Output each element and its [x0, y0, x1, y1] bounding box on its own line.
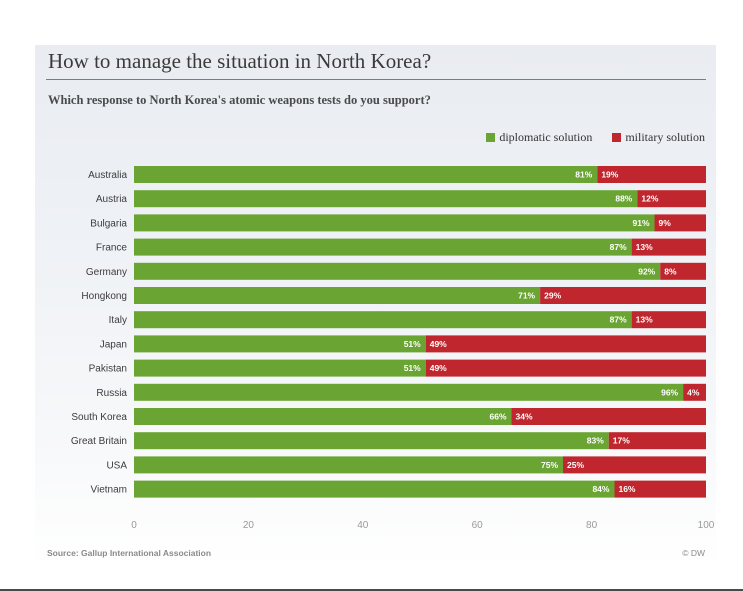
legend-item-military: military solution — [612, 130, 705, 145]
data-label-military-germany: 8% — [664, 266, 677, 276]
data-label-diplomatic-south-korea: 66% — [490, 412, 507, 422]
data-label-diplomatic-usa: 75% — [541, 460, 558, 470]
category-label-germany: Germany — [86, 267, 127, 278]
bar-diplomatic-germany — [134, 262, 661, 280]
data-label-diplomatic-france: 87% — [610, 242, 627, 252]
x-tick-label-20: 20 — [243, 520, 255, 531]
dw-credit: © DW — [682, 548, 705, 558]
category-label-australia: Australia — [88, 170, 127, 181]
bar-diplomatic-hongkong — [134, 287, 541, 304]
data-label-military-italy: 13% — [636, 315, 653, 325]
bar-military-austria — [637, 190, 706, 208]
category-label-italy: Italy — [109, 315, 127, 326]
title-divider — [46, 79, 706, 80]
bar-diplomatic-pakistan — [134, 359, 426, 377]
bar-diplomatic-italy — [134, 311, 632, 329]
bar-diplomatic-australia — [134, 166, 598, 183]
bar-diplomatic-france — [134, 238, 632, 256]
bar-military-hongkong — [540, 287, 706, 304]
chart-title: How to manage the situation in North Kor… — [48, 49, 432, 73]
data-label-diplomatic-japan: 51% — [404, 339, 421, 349]
bar-military-germany — [660, 262, 706, 280]
category-label-japan: Japan — [100, 339, 127, 350]
bar-military-pakistan — [425, 359, 706, 377]
bar-diplomatic-usa — [134, 456, 563, 474]
data-label-military-great-britain: 17% — [613, 436, 630, 446]
legend-label-military: military solution — [625, 130, 705, 144]
legend-swatch-military — [612, 133, 622, 142]
bar-military-japan — [425, 335, 706, 353]
legend-swatch-diplomatic — [486, 133, 496, 142]
bar-military-usa — [563, 456, 706, 474]
data-label-military-australia: 19% — [601, 170, 618, 180]
legend-item-diplomatic: diplomatic solution — [486, 130, 592, 145]
data-label-military-usa: 25% — [567, 460, 584, 470]
data-label-diplomatic-australia: 81% — [575, 170, 592, 180]
data-label-military-vietnam: 16% — [618, 484, 635, 494]
source-note: Source: Gallup International Association — [47, 548, 212, 558]
bar-military-italy — [631, 311, 706, 329]
data-label-military-france: 13% — [636, 242, 653, 252]
category-label-pakistan: Pakistan — [89, 364, 127, 375]
bar-military-bulgaria — [654, 214, 706, 232]
bar-military-australia — [597, 166, 706, 183]
data-label-military-austria: 12% — [641, 194, 658, 204]
data-label-military-south-korea: 34% — [516, 412, 533, 422]
bar-diplomatic-great-britain — [134, 432, 609, 450]
bar-military-russia — [683, 383, 706, 401]
category-label-vietnam: Vietnam — [90, 485, 127, 496]
data-label-military-bulgaria: 9% — [659, 218, 672, 228]
category-label-south-korea: South Korea — [71, 412, 127, 423]
bar-military-great-britain — [608, 432, 706, 450]
category-label-great-britain: Great Britain — [71, 436, 127, 447]
data-label-diplomatic-bulgaria: 91% — [633, 218, 650, 228]
bar-military-france — [631, 238, 706, 256]
data-label-diplomatic-hongkong: 71% — [518, 291, 535, 301]
bottom-border — [0, 589, 743, 591]
category-label-france: France — [96, 243, 128, 254]
bar-military-vietnam — [614, 480, 706, 498]
chart-subtitle: Which response to North Korea's atomic w… — [48, 93, 431, 107]
data-label-military-pakistan: 49% — [430, 363, 447, 373]
legend-label-diplomatic: diplomatic solution — [499, 130, 593, 144]
category-label-hongkong: Hongkong — [81, 291, 127, 302]
bar-military-south-korea — [511, 408, 706, 425]
bar-diplomatic-south-korea — [134, 408, 512, 425]
x-tick-label-80: 80 — [586, 520, 598, 531]
x-tick-label-60: 60 — [472, 520, 484, 531]
bar-diplomatic-vietnam — [134, 480, 615, 498]
category-label-bulgaria: Bulgaria — [90, 218, 127, 229]
data-label-diplomatic-germany: 92% — [638, 266, 655, 276]
data-label-diplomatic-russia: 96% — [661, 387, 678, 397]
x-tick-label-0: 0 — [131, 520, 137, 531]
bar-diplomatic-russia — [134, 383, 684, 401]
data-label-military-russia: 4% — [687, 387, 700, 397]
legend: diplomatic solution military solution — [486, 130, 705, 145]
category-label-usa: USA — [106, 460, 127, 471]
bar-diplomatic-japan — [134, 335, 426, 353]
data-label-military-japan: 49% — [430, 339, 447, 349]
data-label-diplomatic-austria: 88% — [615, 194, 632, 204]
bar-diplomatic-bulgaria — [134, 214, 655, 232]
data-label-diplomatic-vietnam: 84% — [592, 484, 609, 494]
bar-diplomatic-austria — [134, 190, 638, 208]
data-label-military-hongkong: 29% — [544, 291, 561, 301]
data-label-diplomatic-italy: 87% — [610, 315, 627, 325]
data-label-diplomatic-great-britain: 83% — [587, 436, 604, 446]
x-tick-label-100: 100 — [698, 520, 715, 531]
data-label-diplomatic-pakistan: 51% — [404, 363, 421, 373]
category-label-austria: Austria — [96, 194, 128, 205]
category-label-russia: Russia — [96, 388, 127, 399]
x-tick-label-40: 40 — [357, 520, 369, 531]
